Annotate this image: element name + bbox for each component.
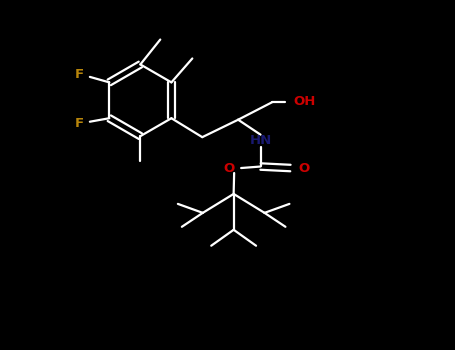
Text: O: O [298,162,309,175]
Text: F: F [74,117,83,130]
Text: OH: OH [293,95,315,108]
Text: O: O [223,162,235,175]
Text: HN: HN [249,134,272,147]
Text: F: F [74,68,83,82]
